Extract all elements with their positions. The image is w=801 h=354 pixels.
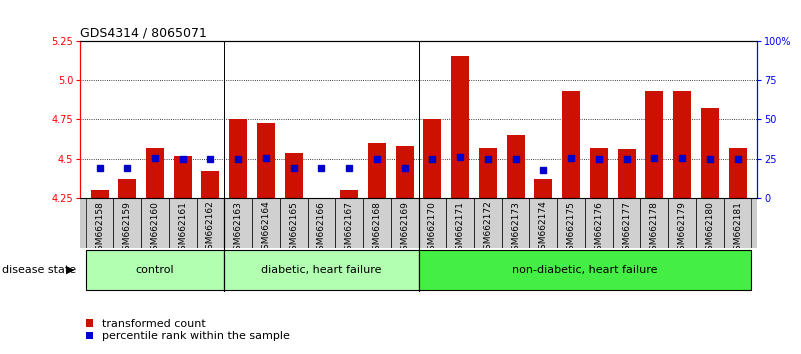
Bar — [419, 198, 446, 248]
Text: GSM662171: GSM662171 — [456, 201, 465, 256]
Text: GSM662176: GSM662176 — [594, 201, 603, 256]
Bar — [613, 198, 641, 248]
Bar — [396, 146, 413, 198]
Bar — [224, 250, 419, 290]
Bar — [169, 198, 196, 248]
Bar — [114, 198, 141, 248]
Bar — [340, 190, 358, 198]
Text: GSM662165: GSM662165 — [289, 201, 298, 256]
Bar — [284, 153, 303, 198]
Text: control: control — [135, 265, 175, 275]
Bar — [424, 120, 441, 198]
Bar — [474, 198, 501, 248]
Bar — [86, 198, 114, 248]
Text: GSM662170: GSM662170 — [428, 201, 437, 256]
Bar — [91, 190, 108, 198]
Bar — [229, 120, 248, 198]
Text: GSM662164: GSM662164 — [261, 201, 271, 256]
Bar — [641, 198, 668, 248]
Bar — [451, 56, 469, 198]
Bar — [557, 198, 585, 248]
Bar — [529, 198, 557, 248]
Text: GSM662180: GSM662180 — [706, 201, 714, 256]
Text: GSM662177: GSM662177 — [622, 201, 631, 256]
Bar — [141, 198, 169, 248]
Bar — [729, 148, 747, 198]
Bar — [673, 91, 691, 198]
Bar — [368, 143, 386, 198]
Bar — [585, 198, 613, 248]
Bar — [336, 198, 363, 248]
Bar — [86, 250, 224, 290]
Bar — [446, 198, 474, 248]
Bar — [419, 250, 751, 290]
Bar — [119, 179, 136, 198]
Bar — [252, 198, 280, 248]
Bar — [590, 148, 608, 198]
Text: GSM662160: GSM662160 — [151, 201, 159, 256]
Bar — [280, 198, 308, 248]
Text: GSM662159: GSM662159 — [123, 201, 131, 256]
Text: GSM662179: GSM662179 — [678, 201, 686, 256]
Bar — [174, 156, 191, 198]
Bar — [479, 148, 497, 198]
Bar — [501, 198, 529, 248]
Text: GSM662169: GSM662169 — [400, 201, 409, 256]
Bar — [146, 148, 164, 198]
Bar — [562, 91, 580, 198]
Text: GSM662158: GSM662158 — [95, 201, 104, 256]
Text: GSM662175: GSM662175 — [566, 201, 576, 256]
Text: ▶: ▶ — [66, 265, 74, 275]
Legend: transformed count, percentile rank within the sample: transformed count, percentile rank withi… — [86, 319, 290, 341]
Bar — [224, 198, 252, 248]
Bar — [257, 122, 275, 198]
Bar — [646, 91, 663, 198]
Bar — [618, 149, 635, 198]
Text: non-diabetic, heart failure: non-diabetic, heart failure — [512, 265, 658, 275]
Bar — [668, 198, 696, 248]
Bar — [701, 108, 718, 198]
Text: GDS4314 / 8065071: GDS4314 / 8065071 — [80, 27, 207, 40]
Bar — [534, 179, 553, 198]
Text: GSM662166: GSM662166 — [317, 201, 326, 256]
Text: GSM662168: GSM662168 — [372, 201, 381, 256]
Bar — [723, 198, 751, 248]
Text: GSM662178: GSM662178 — [650, 201, 658, 256]
Bar — [391, 198, 418, 248]
Bar — [696, 198, 723, 248]
Text: GSM662163: GSM662163 — [234, 201, 243, 256]
Bar — [363, 198, 391, 248]
Text: GSM662174: GSM662174 — [539, 201, 548, 256]
Text: GSM662167: GSM662167 — [344, 201, 354, 256]
Bar — [506, 135, 525, 198]
Bar — [308, 198, 336, 248]
Text: disease state: disease state — [2, 265, 76, 275]
Text: GSM662181: GSM662181 — [733, 201, 742, 256]
Bar — [196, 198, 224, 248]
Text: GSM662161: GSM662161 — [179, 201, 187, 256]
Text: GSM662162: GSM662162 — [206, 201, 215, 256]
Text: diabetic, heart failure: diabetic, heart failure — [261, 265, 382, 275]
Text: GSM662172: GSM662172 — [483, 201, 493, 256]
Text: GSM662173: GSM662173 — [511, 201, 520, 256]
Bar — [202, 171, 219, 198]
